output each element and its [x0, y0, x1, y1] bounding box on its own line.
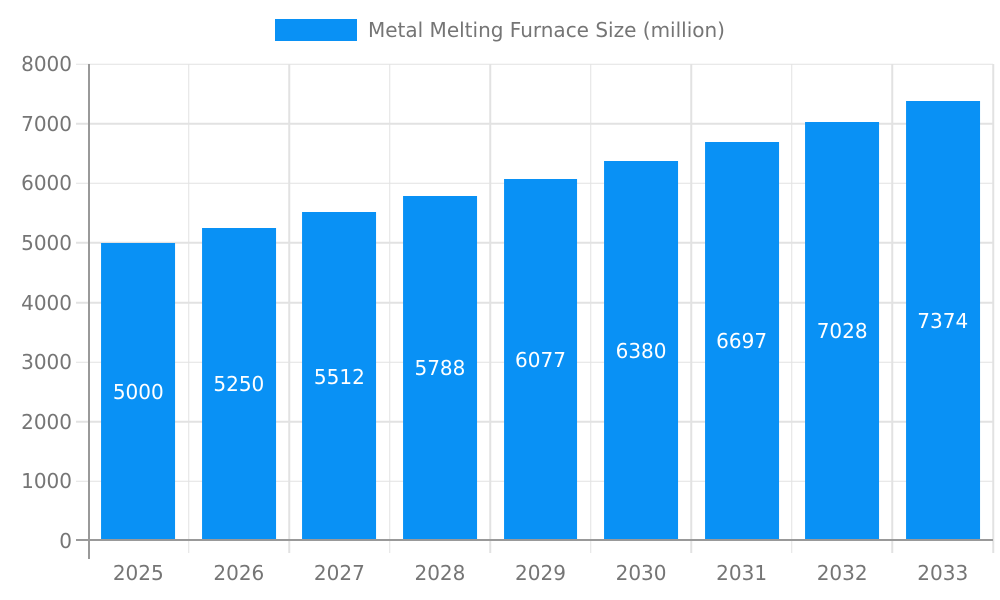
- horizontal-gridline: [76, 63, 993, 65]
- horizontal-gridline: [76, 122, 993, 125]
- x-axis-labels: 2025 2026 2027 2028 2029 2030 2031 2032 2033: [88, 559, 993, 591]
- bar-2033: 7374: [905, 101, 980, 541]
- vertical-gridline: [690, 64, 693, 553]
- bar-value-label: 5250: [213, 372, 265, 397]
- bar-value-label: 6380: [615, 338, 667, 363]
- y-axis-tick-label: 4000: [21, 290, 72, 315]
- x-axis-tick-label: 2026: [213, 561, 265, 585]
- x-axis-line: [76, 539, 993, 541]
- x-axis-tick-label: 2030: [615, 561, 667, 585]
- x-axis-tick-label: 2029: [515, 561, 566, 585]
- legend-swatch-icon: [274, 19, 357, 41]
- legend[interactable]: Metal Melting Furnace Size (million): [0, 18, 1000, 42]
- bar-value-label: 6077: [515, 347, 566, 372]
- vertical-gridline: [489, 64, 491, 553]
- y-axis-tick-label: 1000: [21, 469, 72, 494]
- y-axis-line: [88, 64, 90, 559]
- vertical-gridline: [388, 64, 391, 553]
- legend-label: Metal Melting Furnace Size (million): [367, 18, 725, 42]
- bar-2029: 6077: [503, 178, 578, 541]
- x-axis-tick-label: 2027: [313, 561, 365, 585]
- y-axis-tick-label: 2000: [21, 409, 72, 434]
- bar-2032: 7028: [805, 121, 880, 541]
- x-axis-tick-label: 2032: [816, 561, 868, 585]
- y-axis-tick-label: 5000: [21, 230, 72, 255]
- y-axis-tick-label: 8000: [21, 52, 72, 76]
- vertical-gridline: [590, 64, 592, 553]
- bar-2031: 6697: [704, 141, 779, 541]
- bar-value-label: 7028: [816, 319, 868, 344]
- vertical-gridline: [992, 64, 994, 553]
- bar-2030: 6380: [604, 160, 678, 541]
- bar-2028: 5788: [402, 195, 477, 541]
- bar-value-label: 7374: [917, 309, 969, 334]
- y-axis-tick-label: 6000: [21, 171, 72, 196]
- y-axis-tick-label: 7000: [21, 111, 72, 136]
- y-axis-labels: 0 1000 2000 3000 4000 5000 6000 7000 8000: [0, 52, 72, 553]
- vertical-gridline: [288, 64, 290, 553]
- vertical-gridline: [891, 64, 894, 553]
- x-axis-tick-label: 2033: [917, 561, 969, 585]
- bar-value-label: 5000: [112, 379, 164, 404]
- y-axis-tick-label: 3000: [21, 350, 72, 375]
- plot-area: 5000 5250 5512 5788 6077 6380 6697 7028 7374: [76, 63, 994, 559]
- x-axis-tick-label: 2025: [112, 561, 164, 585]
- bar-2025: 5000: [101, 242, 176, 541]
- vertical-gridline: [791, 64, 793, 553]
- bar-value-label: 5512: [313, 364, 365, 389]
- x-axis-tick-label: 2031: [716, 561, 768, 585]
- bar-2027: 5512: [302, 212, 377, 541]
- bar-value-label: 5788: [414, 356, 466, 381]
- x-axis-tick-label: 2028: [414, 561, 466, 585]
- bar-value-label: 6697: [716, 329, 768, 354]
- bar-2026: 5250: [201, 227, 276, 541]
- y-axis-tick-label: 0: [59, 529, 72, 553]
- vertical-gridline: [187, 64, 190, 553]
